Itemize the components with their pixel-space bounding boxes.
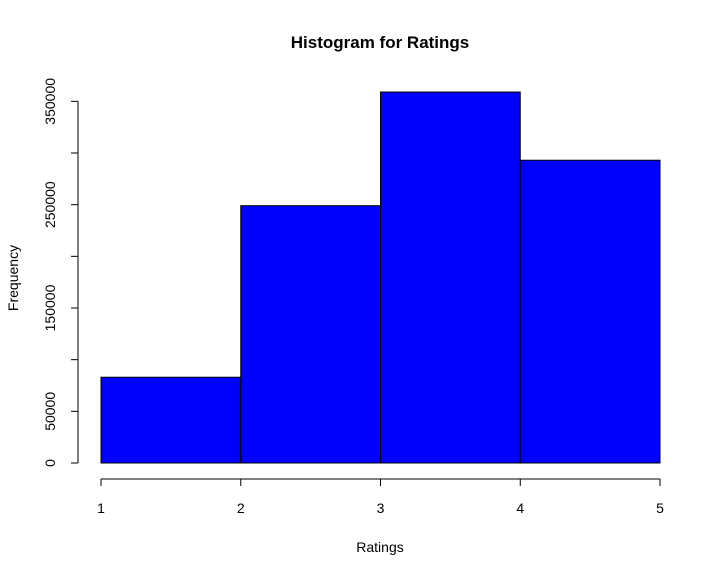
y-tick-label: 0 [42,459,58,467]
histogram-bar-1 [100,376,242,464]
x-tick-label: 2 [237,500,245,516]
x-axis: 1 2 3 4 5 [97,478,664,516]
y-tick-label: 150000 [42,284,58,331]
y-tick-label: 50000 [42,392,58,431]
x-tick-label: 1 [97,500,105,516]
histogram-bar-4 [519,159,661,464]
histogram-bar-3 [380,91,521,464]
x-tick-label: 5 [656,500,664,516]
y-tick-label: 250000 [42,181,58,228]
histogram-bar-2 [240,205,381,464]
chart-title: Histogram for Ratings [291,33,470,52]
x-tick-label: 3 [377,500,385,516]
y-axis-label: Frequency [5,245,21,311]
x-tick-label: 4 [516,500,524,516]
bars-group [100,91,661,464]
x-axis-label: Ratings [356,539,403,555]
y-axis: 0 50000 150000 250000 350000 [42,78,79,467]
y-tick-label: 350000 [42,78,58,125]
